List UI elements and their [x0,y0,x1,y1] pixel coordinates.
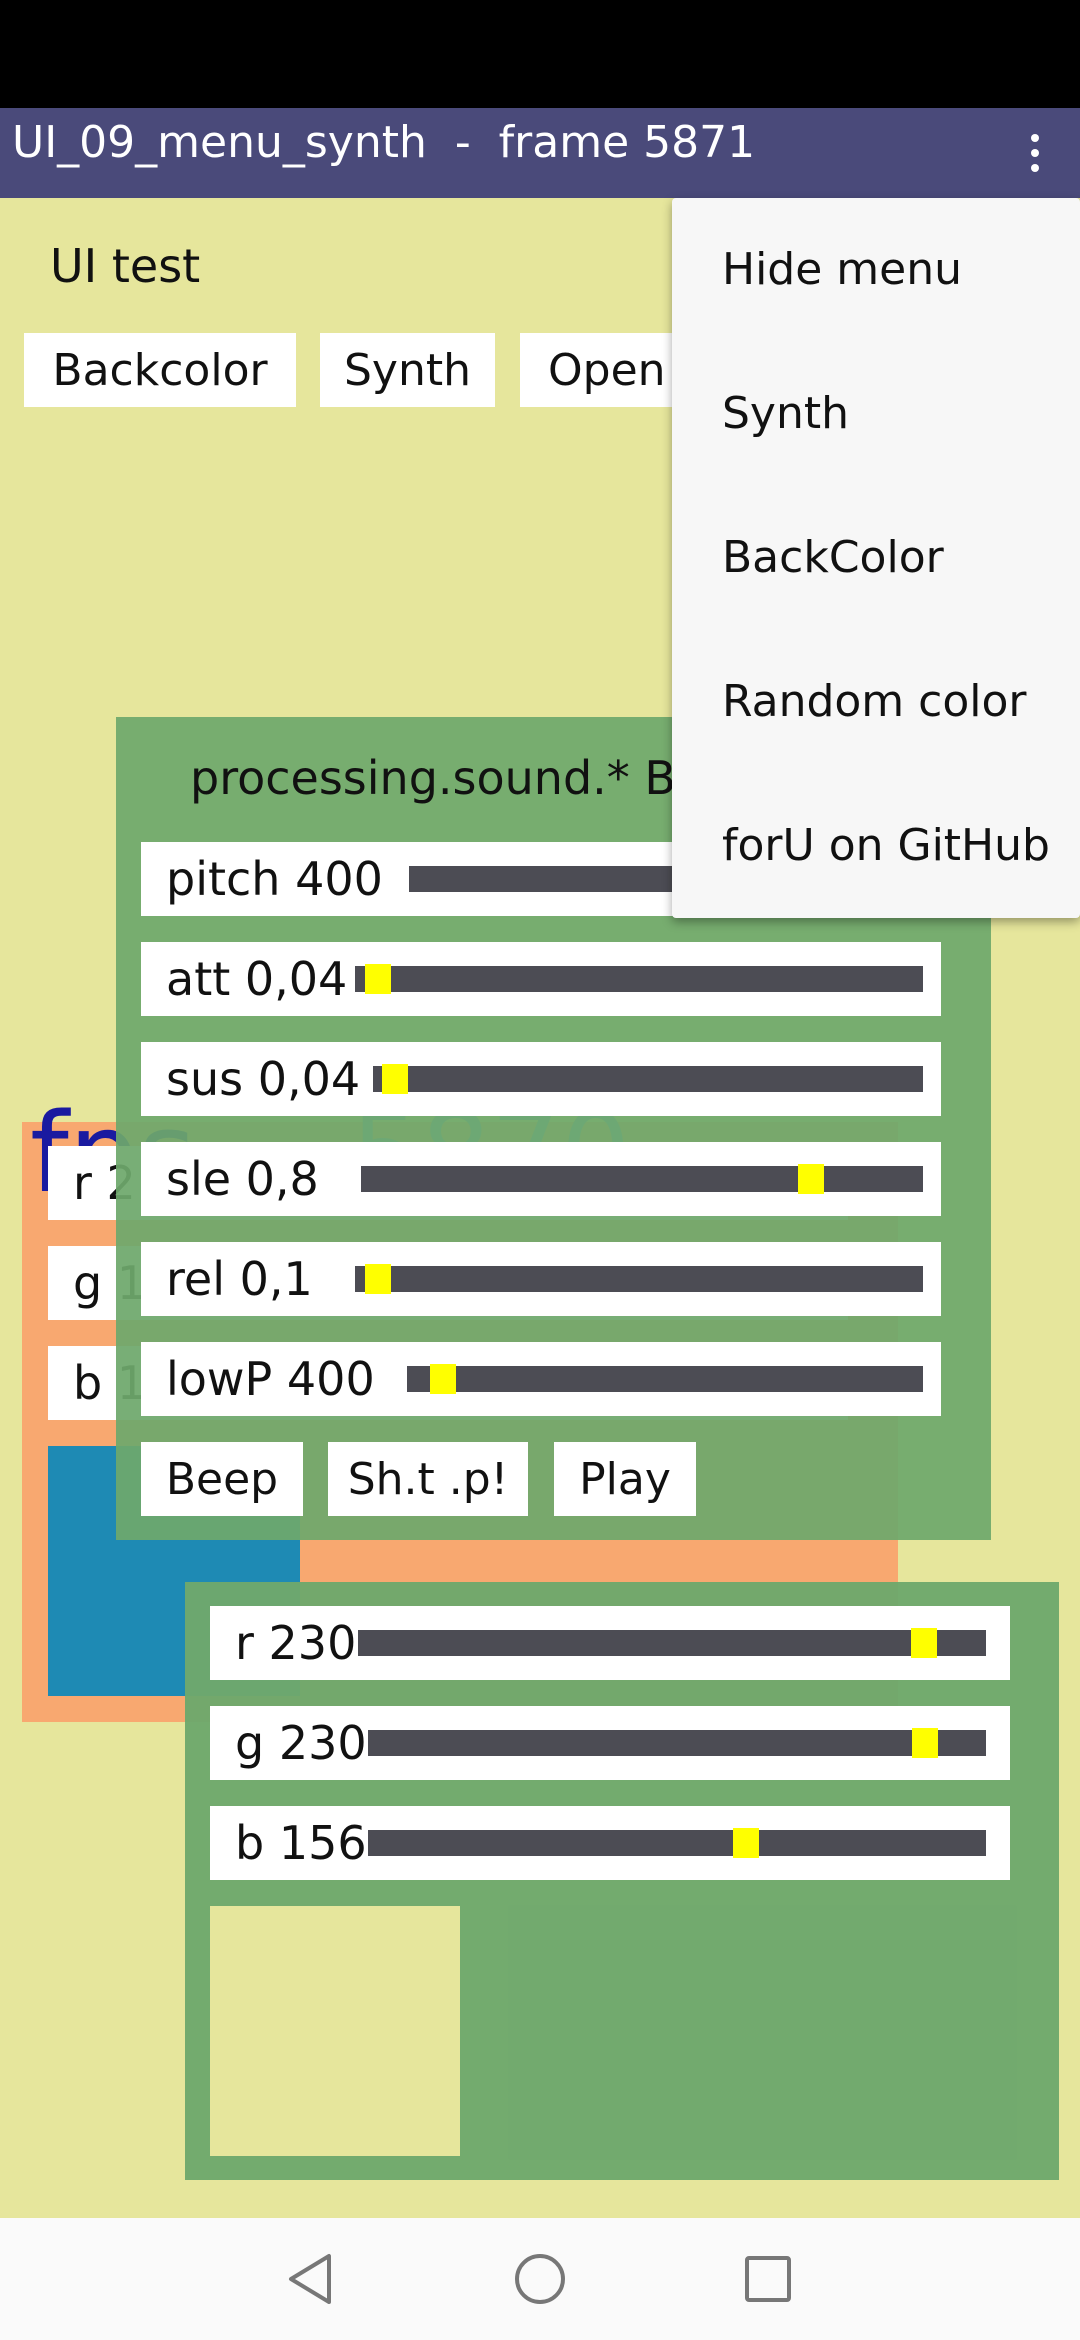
rel-slider-knob[interactable] [364,1264,391,1294]
rel-slider-row[interactable]: rel 0,1 [141,1242,941,1316]
att-slider-knob[interactable] [364,964,391,994]
color-preview-swatch [210,1906,460,2156]
menu-item-github[interactable]: forU on GitHub [722,820,1050,871]
b-slider-track[interactable] [368,1828,986,1858]
more-vert-icon[interactable] [990,108,1080,198]
menu-item-synth[interactable]: Synth [722,388,849,439]
stop-button[interactable]: Sh.t .p! [328,1442,528,1516]
att-slider-track[interactable] [355,964,923,994]
sus-slider-row[interactable]: sus 0,04 [141,1042,941,1116]
sus-slider-knob[interactable] [382,1064,408,1094]
b-slider-knob[interactable] [733,1828,760,1858]
lowp-slider-knob[interactable] [430,1364,457,1394]
menu-item-backcolor[interactable]: BackColor [722,532,944,583]
canvas-heading: UI test [50,239,201,293]
app-bar [0,108,1080,198]
sle-slider-row[interactable]: sle 0,8 [141,1142,941,1216]
g-slider-knob[interactable] [912,1728,939,1758]
att-slider-row[interactable]: att 0,04 [141,942,941,1016]
play-button[interactable]: Play [554,1442,696,1516]
synth-panel-title: processing.sound.* Be [190,751,705,805]
r-slider-knob[interactable] [911,1628,938,1658]
synth-button[interactable]: Synth [320,333,495,407]
home-circle-icon[interactable] [500,2218,580,2340]
menu-item-hide-menu[interactable]: Hide menu [722,244,963,295]
color-slider-r-row[interactable]: r 230 [210,1606,1010,1680]
status-bar [0,0,1080,108]
navigation-bar [0,2218,1080,2340]
app-title: UI_09_menu_synth - frame 5871 [12,117,756,168]
color-slider-b-row[interactable]: b 156 [210,1806,1010,1880]
sus-slider-track[interactable] [373,1064,923,1094]
lowp-slider-track[interactable] [407,1364,923,1394]
lowp-slider-row[interactable]: lowP 400 [141,1342,941,1416]
backcolor-button[interactable]: Backcolor [24,333,296,407]
color-slider-g-row[interactable]: g 230 [210,1706,1010,1780]
menu-item-random-color[interactable]: Random color [722,676,1027,727]
g-slider-track[interactable] [368,1728,986,1758]
open-button[interactable]: Open [520,333,672,407]
overflow-menu: Hide menu Synth BackColor Random color f… [672,198,1080,918]
rel-slider-track[interactable] [355,1264,923,1294]
beep-button[interactable]: Beep [141,1442,303,1516]
recents-square-icon[interactable] [728,2218,808,2340]
sle-slider-track[interactable] [361,1164,923,1194]
back-triangle-icon[interactable] [270,2218,350,2340]
r-slider-track[interactable] [358,1628,986,1658]
sle-slider-knob[interactable] [797,1164,824,1194]
